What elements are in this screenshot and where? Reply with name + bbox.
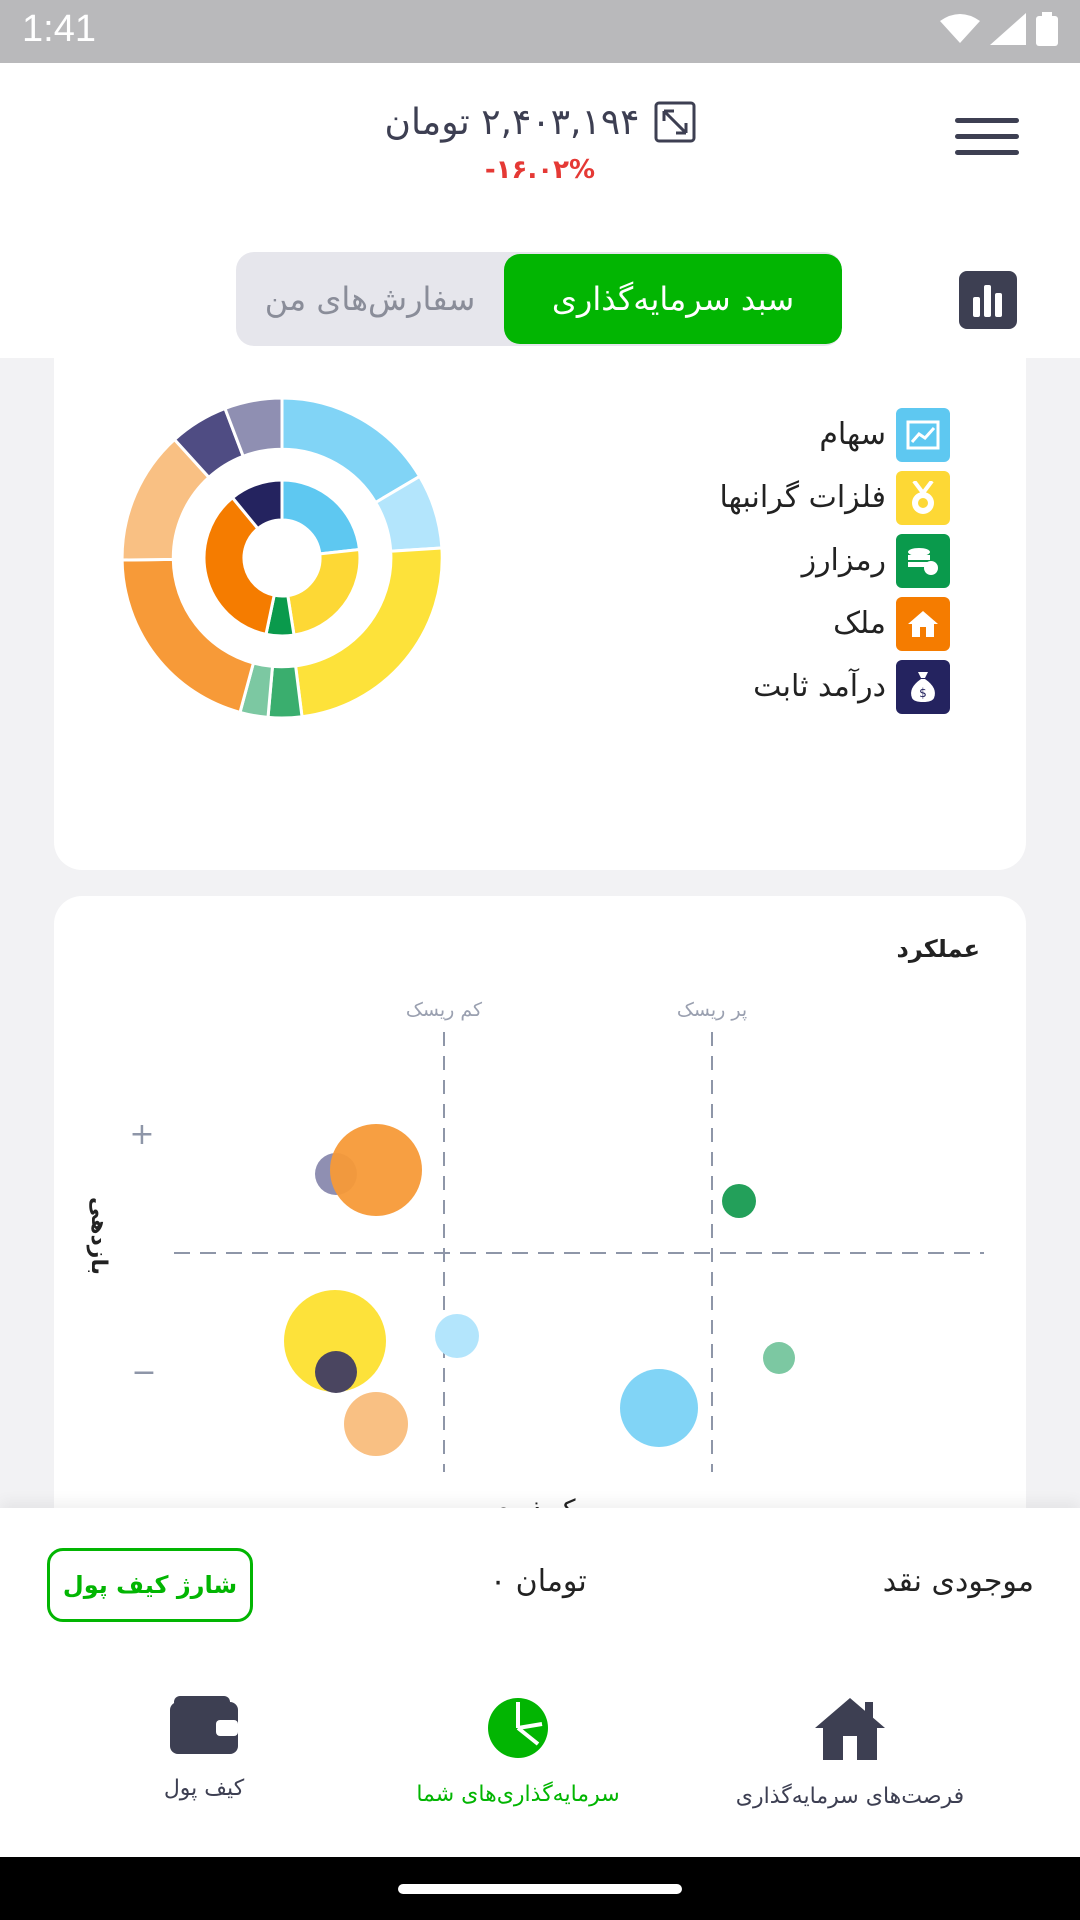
balance-row: ۲,۴۰۳,۱۹۴ تومان: [0, 101, 1080, 143]
nav-wallet[interactable]: کیف پول: [54, 1696, 354, 1801]
total-balance: ۲,۴۰۳,۱۹۴ تومان: [384, 101, 640, 143]
battery-icon: [1036, 12, 1058, 46]
legend-item-metal: فلزات گرانبها: [720, 466, 950, 529]
cash-amount: ۰ تومان: [490, 1564, 587, 1599]
legend-item-crypto: رمزارز: [720, 529, 950, 592]
cash-bar: موجودی نقد ۰ تومان شارژ کیف پول: [0, 1508, 1080, 1666]
nav-investment-opportunities[interactable]: فرصت‌های سرمایه‌گذاری: [700, 1696, 1000, 1809]
nav-your-investments[interactable]: سرمایه‌گذاری‌های شما: [368, 1696, 668, 1807]
status-time: 1:41: [22, 8, 96, 50]
minus-sign: −: [131, 1355, 156, 1390]
bubble-stock-light: [435, 1314, 479, 1358]
tab-investment-basket[interactable]: سبد سرمایه‌گذاری: [504, 254, 842, 344]
bubble-metal: [284, 1290, 386, 1392]
donut-inner-stock: [280, 478, 362, 556]
expand-icon[interactable]: [654, 101, 696, 143]
donut-inner-metal: [286, 547, 362, 637]
bubble-property: [330, 1124, 422, 1216]
charge-wallet-button[interactable]: شارژ کیف پول: [47, 1548, 253, 1622]
y-axis-label: بازدهی: [86, 1197, 111, 1275]
nav-label: فرصت‌های سرمایه‌گذاری: [735, 1784, 965, 1809]
tabs-bar: سبد سرمایه‌گذاری سفارش‌های من: [0, 223, 1080, 358]
bottom-nav: کیف پول سرمایه‌گذاری‌های شما فرصت‌های سر…: [0, 1666, 1080, 1857]
performance-title: عملکرد: [896, 935, 980, 963]
risk-return-chart: کم ریسک پر ریسک + − بازدهی ریسک‌پذیری: [86, 999, 984, 1508]
legend-label: سهام: [819, 417, 886, 452]
legend-item-property: ملک: [720, 592, 950, 655]
bubble-crypto: [722, 1184, 756, 1218]
legend-item-stock: سهام: [720, 403, 950, 466]
svg-text:$: $: [919, 686, 927, 700]
home-icon: [815, 1698, 885, 1760]
legend-item-fixed-income: درآمد ثابت $: [720, 655, 950, 718]
plus-sign: +: [129, 1117, 154, 1152]
header: ۲,۴۰۳,۱۹۴ تومان -۱۶.۰۲%: [0, 63, 1080, 223]
money-bag-icon: $: [896, 659, 950, 714]
nav-label: سرمایه‌گذاری‌های شما: [416, 1782, 620, 1807]
tab-switcher: سبد سرمایه‌گذاری سفارش‌های من: [236, 252, 842, 346]
status-bar: 1:41: [0, 0, 1080, 63]
donut-inner-fixed: [230, 478, 284, 531]
bubble-fixed-income-dark: [315, 1351, 357, 1393]
cash-label: موجودی نقد: [882, 1564, 1034, 1599]
signal-icon: [990, 13, 1026, 45]
donut-outer-fixed-b: [223, 396, 284, 459]
x-axis-label: ریسک‌پذیری: [489, 1495, 618, 1508]
bubble-property-light: [344, 1392, 408, 1456]
wifi-icon: [940, 14, 980, 43]
menu-icon[interactable]: [955, 118, 1019, 158]
legend-label: فلزات گرانبها: [719, 480, 886, 515]
balance-change: -۱۶.۰۲%: [484, 155, 596, 185]
bar-chart-icon[interactable]: [959, 271, 1017, 329]
wallet-icon: [170, 1696, 238, 1754]
pie-chart-icon: [488, 1698, 548, 1758]
portfolio-donut-chart: [120, 396, 444, 720]
bubble-crypto-light: [763, 1342, 795, 1374]
portfolio-legend: سهام فلزات گرانبها رمزارز ملک درآمد ثابت…: [720, 403, 950, 718]
donut-inner-property: [202, 495, 276, 637]
tab-my-orders[interactable]: سفارش‌های من: [264, 280, 476, 318]
stock-chart-icon: [896, 407, 950, 462]
bubble-stock: [620, 1369, 698, 1447]
home-icon: [896, 596, 950, 651]
legend-label: ملک: [833, 606, 886, 641]
coins-icon: [896, 533, 950, 588]
high-risk-label: پر ریسک: [677, 999, 747, 1021]
nav-label: کیف پول: [163, 1776, 245, 1801]
legend-label: درآمد ثابت: [753, 669, 886, 704]
home-gesture-pill[interactable]: [398, 1884, 682, 1894]
performance-card: [54, 896, 1026, 1536]
status-icons: [940, 12, 1058, 46]
medal-icon: [896, 470, 950, 525]
low-risk-label: کم ریسک: [406, 999, 483, 1021]
system-navigation-bar: [0, 1857, 1080, 1920]
legend-label: رمزارز: [801, 543, 886, 578]
